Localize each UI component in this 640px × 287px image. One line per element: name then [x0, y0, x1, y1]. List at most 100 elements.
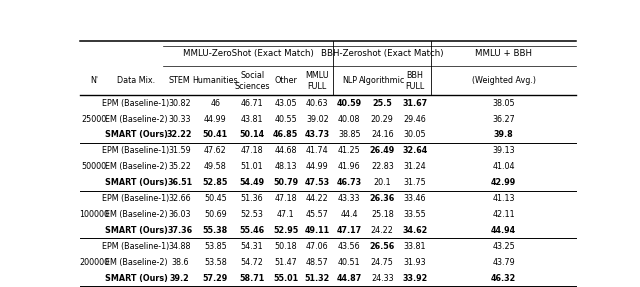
Text: EM (Baseline-2): EM (Baseline-2) [105, 162, 168, 171]
Text: 43.33: 43.33 [338, 194, 360, 203]
Text: EM (Baseline-2): EM (Baseline-2) [105, 210, 168, 219]
Text: BBH
FULL: BBH FULL [405, 71, 425, 90]
Text: 30.82: 30.82 [168, 99, 191, 108]
Text: 44.94: 44.94 [491, 226, 516, 235]
Text: 30.33: 30.33 [168, 115, 191, 124]
Text: 43.81: 43.81 [241, 115, 264, 124]
Text: 200000: 200000 [79, 258, 109, 267]
Text: 58.71: 58.71 [239, 274, 265, 283]
Text: 46.71: 46.71 [241, 99, 264, 108]
Text: 53.58: 53.58 [204, 258, 227, 267]
Text: 47.62: 47.62 [204, 146, 227, 155]
Text: N': N' [90, 76, 99, 85]
Text: 22.83: 22.83 [371, 162, 394, 171]
Text: 49.11: 49.11 [305, 226, 330, 235]
Text: 38.6: 38.6 [171, 258, 188, 267]
Text: 39.8: 39.8 [493, 131, 513, 139]
Text: 50.18: 50.18 [275, 242, 297, 251]
Text: 46.32: 46.32 [491, 274, 516, 283]
Text: 48.57: 48.57 [306, 258, 329, 267]
Text: 34.88: 34.88 [168, 242, 191, 251]
Text: SMART (Ours): SMART (Ours) [104, 178, 168, 187]
Text: NLP: NLP [342, 76, 357, 85]
Text: 40.08: 40.08 [338, 115, 360, 124]
Text: BBH-Zeroshot (Exact Match): BBH-Zeroshot (Exact Match) [321, 49, 444, 58]
Text: 52.53: 52.53 [241, 210, 264, 219]
Text: 36.51: 36.51 [167, 178, 192, 187]
Text: 43.79: 43.79 [492, 258, 515, 267]
Text: 41.04: 41.04 [492, 162, 515, 171]
Text: 36.27: 36.27 [492, 115, 515, 124]
Text: 54.49: 54.49 [239, 178, 265, 187]
Text: 43.73: 43.73 [305, 131, 330, 139]
Text: EM (Baseline-2): EM (Baseline-2) [105, 115, 168, 124]
Text: 45.57: 45.57 [306, 210, 329, 219]
Text: 52.95: 52.95 [273, 226, 298, 235]
Text: 43.56: 43.56 [338, 242, 361, 251]
Text: Humanities: Humanities [193, 76, 238, 85]
Text: MMLU-ZeroShot (Exact Match): MMLU-ZeroShot (Exact Match) [183, 49, 314, 58]
Text: 37.36: 37.36 [167, 226, 192, 235]
Text: Algorithmic: Algorithmic [359, 76, 406, 85]
Text: 43.25: 43.25 [492, 242, 515, 251]
Text: 32.64: 32.64 [403, 146, 428, 155]
Text: 26.49: 26.49 [370, 146, 395, 155]
Text: 48.13: 48.13 [275, 162, 297, 171]
Text: 50.79: 50.79 [273, 178, 298, 187]
Text: 51.36: 51.36 [241, 194, 264, 203]
Text: 55.38: 55.38 [203, 226, 228, 235]
Text: 51.47: 51.47 [274, 258, 297, 267]
Text: 32.66: 32.66 [168, 194, 191, 203]
Text: 40.55: 40.55 [274, 115, 297, 124]
Text: 47.17: 47.17 [337, 226, 362, 235]
Text: 44.99: 44.99 [306, 162, 329, 171]
Text: 30.05: 30.05 [404, 131, 426, 139]
Text: 25.5: 25.5 [372, 99, 392, 108]
Text: 39.02: 39.02 [306, 115, 329, 124]
Text: Other: Other [274, 76, 297, 85]
Text: 31.75: 31.75 [404, 178, 426, 187]
Text: 50.41: 50.41 [203, 131, 228, 139]
Text: 44.4: 44.4 [340, 210, 358, 219]
Text: 40.59: 40.59 [337, 99, 362, 108]
Text: 33.81: 33.81 [404, 242, 426, 251]
Text: 29.46: 29.46 [404, 115, 426, 124]
Text: 47.1: 47.1 [276, 210, 294, 219]
Text: EPM (Baseline-1): EPM (Baseline-1) [102, 242, 170, 251]
Text: 55.01: 55.01 [273, 274, 298, 283]
Text: MMLU
FULL: MMLU FULL [305, 71, 329, 90]
Text: Data Mix.: Data Mix. [117, 76, 155, 85]
Text: 41.25: 41.25 [338, 146, 361, 155]
Text: 47.06: 47.06 [306, 242, 329, 251]
Text: 55.46: 55.46 [239, 226, 265, 235]
Text: 33.55: 33.55 [404, 210, 426, 219]
Text: 24.22: 24.22 [371, 226, 394, 235]
Text: 40.63: 40.63 [306, 99, 328, 108]
Text: 50.14: 50.14 [239, 131, 265, 139]
Text: 47.18: 47.18 [275, 194, 297, 203]
Text: EPM (Baseline-1): EPM (Baseline-1) [102, 99, 170, 108]
Text: 25000: 25000 [82, 115, 107, 124]
Text: 36.03: 36.03 [168, 210, 191, 219]
Text: 24.33: 24.33 [371, 274, 394, 283]
Text: 32.22: 32.22 [167, 131, 193, 139]
Text: 31.59: 31.59 [168, 146, 191, 155]
Text: 31.67: 31.67 [403, 99, 428, 108]
Text: 47.53: 47.53 [305, 178, 330, 187]
Text: 38.85: 38.85 [338, 131, 361, 139]
Text: 57.29: 57.29 [203, 274, 228, 283]
Text: SMART (Ours): SMART (Ours) [104, 226, 168, 235]
Text: 52.85: 52.85 [203, 178, 228, 187]
Text: 54.31: 54.31 [241, 242, 264, 251]
Text: 34.62: 34.62 [403, 226, 428, 235]
Text: 41.74: 41.74 [306, 146, 329, 155]
Text: 38.05: 38.05 [492, 99, 515, 108]
Text: 47.18: 47.18 [241, 146, 264, 155]
Text: 42.99: 42.99 [491, 178, 516, 187]
Text: 49.58: 49.58 [204, 162, 227, 171]
Text: 39.2: 39.2 [170, 274, 189, 283]
Text: 50.45: 50.45 [204, 194, 227, 203]
Text: 100000: 100000 [79, 210, 109, 219]
Text: 24.75: 24.75 [371, 258, 394, 267]
Text: 33.46: 33.46 [404, 194, 426, 203]
